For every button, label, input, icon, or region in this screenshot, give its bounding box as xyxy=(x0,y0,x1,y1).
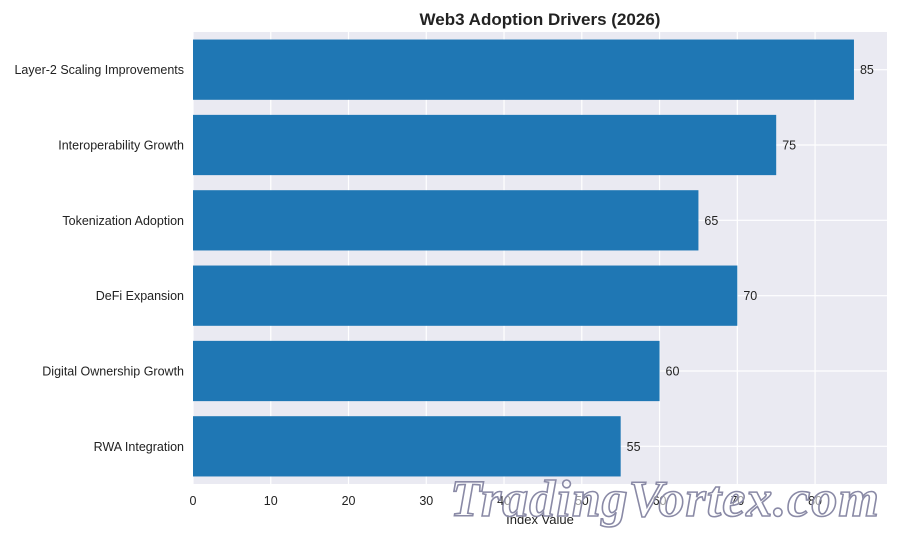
category-label: Layer-2 Scaling Improvements xyxy=(14,63,184,77)
category-label: Interoperability Growth xyxy=(58,139,184,153)
data-labels: 85 75 65 70 60 55 xyxy=(627,63,874,454)
bar xyxy=(193,39,854,100)
data-label: 60 xyxy=(666,365,680,379)
category-label: RWA Integration xyxy=(94,440,184,454)
data-label: 85 xyxy=(860,63,874,77)
data-label: 55 xyxy=(627,440,641,454)
x-axis-label: Index Value xyxy=(506,512,574,527)
x-tick-label: 60 xyxy=(653,494,667,508)
x-tick-label: 20 xyxy=(342,494,356,508)
category-label: DeFi Expansion xyxy=(96,289,184,303)
chart-title: Web3 Adoption Drivers (2026) xyxy=(420,10,661,29)
watermark: TradingVortex.com xyxy=(450,471,880,528)
bars xyxy=(193,39,854,477)
x-tick-label: 40 xyxy=(497,494,511,508)
data-label: 75 xyxy=(782,139,796,153)
bar xyxy=(193,265,738,326)
bar xyxy=(193,114,777,176)
category-label: Digital Ownership Growth xyxy=(42,365,184,379)
category-labels: Layer-2 Scaling Improvements Interoperabi… xyxy=(14,63,184,454)
x-tick-label: 50 xyxy=(575,494,589,508)
category-label: Tokenization Adoption xyxy=(62,214,184,228)
bar xyxy=(193,340,660,402)
x-tick-label: 10 xyxy=(264,494,278,508)
bar xyxy=(193,190,699,251)
bar xyxy=(193,416,621,477)
x-tick-label: 70 xyxy=(730,494,744,508)
data-label: 65 xyxy=(704,214,718,228)
x-tick-labels: 0 10 20 30 40 50 60 70 80 xyxy=(190,494,823,508)
x-tick-label: 80 xyxy=(808,494,822,508)
data-label: 70 xyxy=(743,289,757,303)
vertical-gridlines xyxy=(192,32,816,484)
plot-background xyxy=(193,32,887,484)
x-tick-label: 0 xyxy=(190,494,197,508)
x-tick-label: 30 xyxy=(419,494,433,508)
